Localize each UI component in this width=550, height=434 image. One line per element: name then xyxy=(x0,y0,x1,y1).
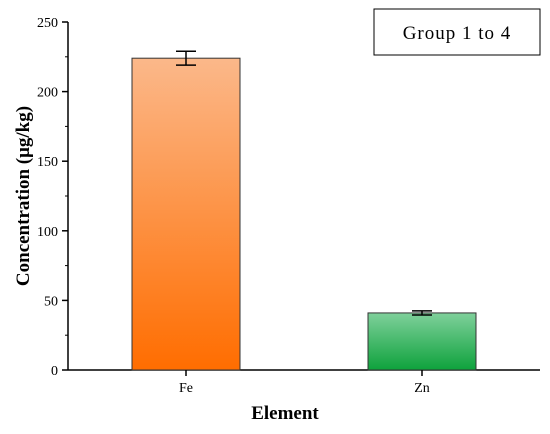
legend: Group 1 to 4 xyxy=(373,8,541,56)
legend-box xyxy=(373,8,541,56)
y-axis-title: Concentration (μg/kg) xyxy=(13,106,34,286)
x-tick-label: Fe xyxy=(179,381,193,396)
bar-fe xyxy=(131,57,241,371)
y-tick-label: 150 xyxy=(37,155,58,170)
y-tick-label: 0 xyxy=(51,364,58,379)
legend-label: Group 1 to 4 xyxy=(403,23,512,44)
bars-group xyxy=(131,50,477,371)
x-axis-ticks: Fe Zn xyxy=(179,370,430,396)
y-tick-label: 50 xyxy=(44,294,58,309)
y-tick-label: 250 xyxy=(37,16,58,31)
bar-zn xyxy=(367,312,477,371)
y-axis-ticks: 0 50 100 150 200 250 xyxy=(37,16,68,379)
y-tick-label: 200 xyxy=(37,86,58,101)
y-tick-label: 100 xyxy=(37,225,58,240)
x-tick-label: Zn xyxy=(414,381,430,396)
x-axis-title: Element xyxy=(251,403,319,424)
